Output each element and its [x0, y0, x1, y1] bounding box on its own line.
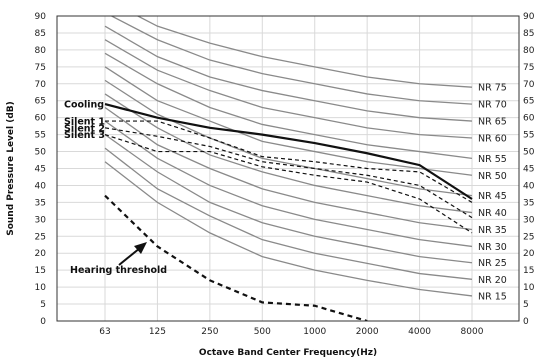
nr-curve	[104, 25, 473, 122]
y-tick-label-right: 0	[523, 317, 529, 327]
hearing-threshold-annotation: Hearing threshold	[70, 265, 167, 276]
y-tick-label-left: 65	[35, 97, 46, 107]
data-series	[104, 103, 473, 321]
y-tick-label-left: 60	[35, 114, 47, 124]
nr-curve	[104, 134, 473, 264]
series-line	[105, 120, 473, 203]
y-tick-label-left: 30	[35, 215, 47, 225]
x-tick-label: 1000	[303, 327, 326, 337]
nr-curve	[104, 147, 473, 280]
nr-curve-label: NR 60	[478, 134, 507, 145]
x-tick-label: 8000	[461, 327, 484, 337]
y-tick-label-right: 80	[523, 46, 535, 56]
nr-curve-label: NR 75	[478, 83, 507, 94]
y-tick-label-left: 5	[40, 300, 46, 310]
y-tick-label-right: 75	[523, 63, 534, 73]
y-tick-label-left: 90	[35, 12, 47, 22]
nr-curve	[104, 79, 473, 197]
y-tick-label-right: 65	[523, 97, 534, 107]
series-line	[104, 194, 368, 321]
y-tick-label-right: 5	[523, 300, 529, 310]
y-tick-label-left: 85	[35, 29, 46, 39]
nr-curve-label: NR 15	[478, 291, 507, 302]
nr-curve	[104, 93, 473, 214]
y-tick-label-left: 50	[35, 148, 47, 158]
nr-curve-label: NR 25	[478, 258, 507, 269]
y-tick-label-right: 30	[523, 215, 535, 225]
nr-curve-label: NR 40	[478, 208, 507, 219]
y-tick-label-left: 35	[35, 198, 46, 208]
y-tick-label-right: 20	[523, 249, 535, 259]
y-axis-title: Sound Pressure Level (dB)	[6, 101, 16, 236]
x-axis-title: Octave Band Center Frequency(Hz)	[199, 348, 377, 358]
y-tick-label-left: 75	[35, 63, 46, 73]
y-tick-label-right: 25	[523, 232, 534, 242]
y-tick-label-right: 60	[523, 114, 535, 124]
nr-curve-label: NR 20	[478, 275, 507, 286]
annotation: Hearing threshold	[70, 242, 167, 276]
y-tick-label-left: 40	[35, 181, 47, 191]
y-tick-label-right: 70	[523, 80, 535, 90]
x-tick-label: 63	[99, 327, 110, 337]
x-tick-label: 250	[201, 327, 218, 337]
y-tick-label-right: 90	[523, 12, 535, 22]
series-line	[104, 103, 473, 200]
y-tick-label-left: 0	[40, 317, 46, 327]
y-tick-label-right: 45	[523, 165, 534, 175]
y-tick-label-right: 40	[523, 181, 535, 191]
annotation-arrow	[118, 247, 141, 266]
series-label: Silent 2	[64, 123, 105, 134]
y-tick-label-left: 10	[35, 283, 47, 293]
nr-curve	[110, 16, 473, 105]
nr-curve-label: NR 45	[478, 191, 507, 202]
series-label: Silent 1	[64, 117, 105, 128]
series-line	[104, 134, 473, 234]
y-tick-label-left: 80	[35, 46, 47, 56]
x-tick-label: 125	[149, 327, 166, 337]
nr-curves	[104, 16, 473, 297]
nr-curve	[104, 39, 473, 139]
series-label: Cooling	[64, 100, 104, 111]
y-tick-label-right: 35	[523, 198, 534, 208]
nr-curve	[104, 120, 473, 248]
nr-curve-label: NR 50	[478, 171, 507, 182]
y-tick-label-left: 25	[35, 232, 46, 242]
y-tick-label-right: 50	[523, 148, 535, 158]
y-tick-label-right: 55	[523, 131, 534, 141]
series-label: Silent 3	[64, 130, 105, 141]
y-tick-label-left: 20	[35, 249, 47, 259]
x-tick-label: 4000	[408, 327, 431, 337]
series-line	[104, 127, 473, 219]
nr-curve-label: NR 65	[478, 117, 507, 128]
y-tick-label-left: 55	[35, 131, 46, 141]
y-tick-label-right: 15	[523, 266, 534, 276]
plot-frame	[56, 15, 520, 322]
nr-curve	[104, 106, 473, 231]
y-tick-label-right: 85	[523, 29, 534, 39]
annotation-arrowhead	[134, 242, 147, 254]
nr-curve	[104, 66, 473, 176]
nr-curve-label: NR 55	[478, 154, 507, 165]
nr-curve	[104, 161, 473, 297]
x-tick-label: 2000	[356, 327, 379, 337]
y-tick-label-right: 10	[523, 283, 535, 293]
nr-curve-label: NR 70	[478, 100, 507, 111]
nr-curve	[104, 52, 473, 159]
y-tick-label-left: 15	[35, 266, 46, 276]
nr-curve-label: NR 35	[478, 225, 507, 236]
x-tick-label: 500	[254, 327, 271, 337]
nr-curve-label: NR 30	[478, 242, 507, 253]
y-tick-label-left: 45	[35, 165, 46, 175]
curve-labels: NR 15 NR 20 NR 25 NR 30 NR 35 NR 40 NR 45 NR 50…	[64, 83, 507, 303]
nr-curve	[136, 16, 473, 88]
y-tick-label-left: 70	[35, 80, 47, 90]
